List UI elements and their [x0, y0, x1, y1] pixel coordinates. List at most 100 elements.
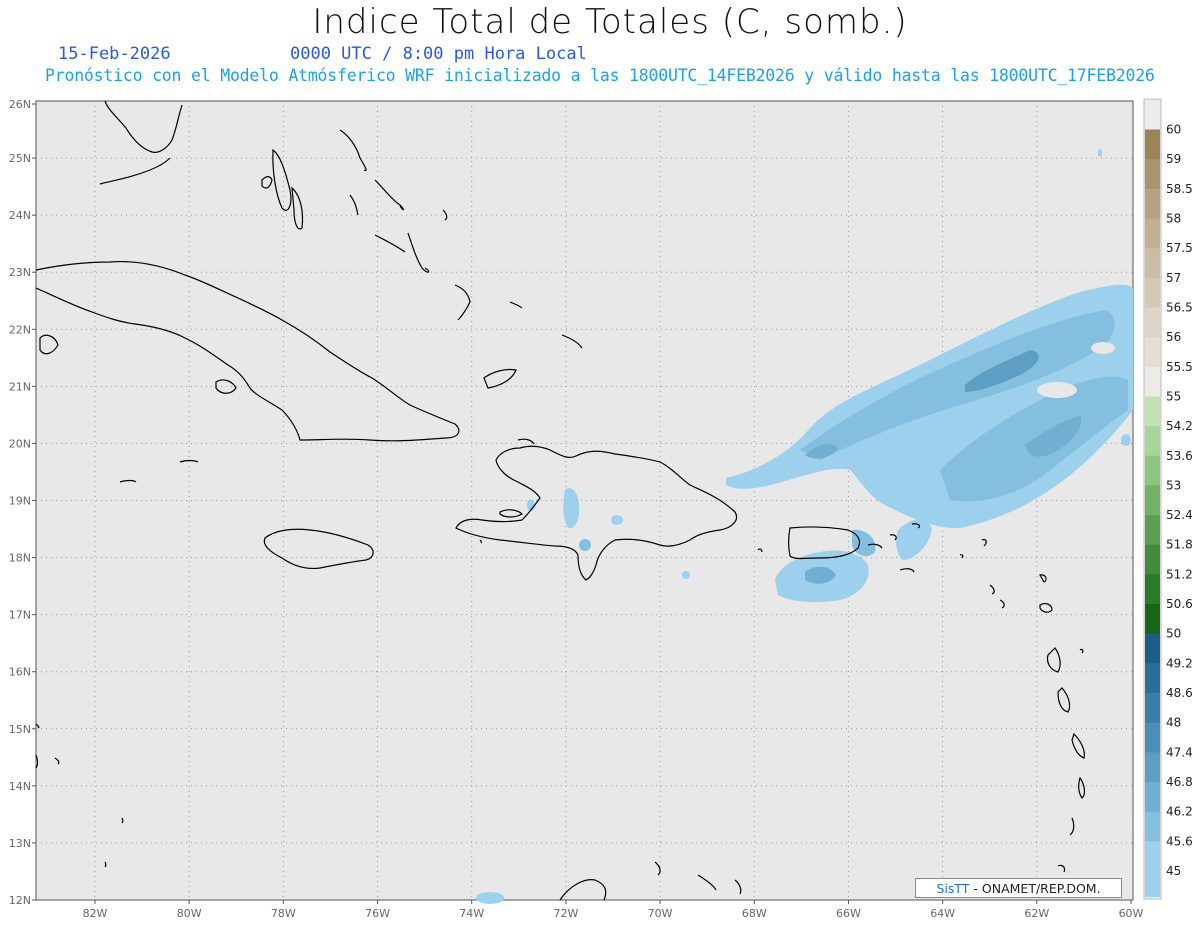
graticule	[36, 101, 1133, 900]
index-east-spot	[1098, 149, 1102, 157]
coast-bonaire	[734, 879, 742, 895]
colorbar-label-51.8: 51.8	[1166, 538, 1193, 552]
index-hispaniola-3	[611, 515, 623, 525]
colorbar-swatch	[1145, 248, 1160, 279]
coast-caicos	[509, 301, 523, 309]
coast-grenadines	[1069, 817, 1075, 836]
forecast-description: Pronóstico con el Modelo Atmósferico WRF…	[45, 66, 1155, 85]
lat-label-23N: 23N	[9, 266, 31, 279]
index-core-1	[965, 350, 1039, 392]
colorbar-label-49.2: 49.2	[1166, 656, 1193, 670]
valid-time: 0000 UTC / 8:00 pm Hora Local	[290, 44, 587, 64]
coast-grand-bahama	[261, 176, 273, 189]
colorbar-label-53.6: 53.6	[1166, 449, 1193, 463]
lat-label-16N: 16N	[9, 666, 31, 679]
colorbar-swatch	[1145, 811, 1160, 842]
coast-western-tip	[39, 334, 59, 355]
lat-label-22N: 22N	[9, 323, 31, 336]
coast-florida-keys	[99, 157, 171, 185]
index-hispaniola-4	[682, 571, 690, 579]
index-south-caribbean	[476, 892, 504, 904]
colorbar-swatch	[1145, 366, 1160, 397]
page-title: Indice Total de Totales (C, somb.)	[312, 2, 908, 42]
colorbar: 60 59 58.5 58 57.5 57 56.5 56 55.5 55 54.2 53.6 53 52…	[1145, 123, 1193, 897]
sistt-logo: SisTT	[936, 880, 970, 896]
lon-label-72W: 72W	[553, 907, 578, 920]
coast-exuma	[349, 194, 359, 216]
lon-label-74W: 74W	[459, 907, 484, 920]
colorbar-label-46.2: 46.2	[1166, 805, 1193, 819]
coast-andros	[272, 148, 292, 211]
plume-gap-2	[1091, 342, 1115, 354]
coast-martinique	[1057, 687, 1071, 713]
coast-navassa	[479, 539, 483, 544]
coast-cayman-2	[119, 479, 137, 483]
colorbar-swatch	[1145, 455, 1160, 486]
colorbar-label-57: 57	[1166, 271, 1181, 285]
coast-tortuga	[517, 438, 535, 445]
coast-aruba	[654, 861, 661, 876]
colorbar-swatch	[1145, 693, 1160, 724]
coast-florida	[104, 100, 183, 153]
coast-puerto-rico	[787, 526, 861, 560]
coast-small-sw-2	[104, 861, 107, 868]
coast-st-kitts	[989, 584, 995, 595]
coast-abaco	[339, 129, 367, 172]
lon-label-66W: 66W	[836, 907, 861, 920]
lat-label-25N: 25N	[9, 152, 31, 165]
coast-long-island	[374, 234, 406, 253]
coast-anguilla	[981, 538, 987, 547]
colorbar-swatch	[1145, 515, 1160, 546]
coast-montserrat	[999, 599, 1005, 609]
lat-label-24N: 24N	[9, 209, 31, 222]
colorbar-label-55.5: 55.5	[1166, 360, 1193, 374]
lon-label-68W: 68W	[742, 907, 767, 920]
coast-antigua	[1039, 574, 1047, 583]
index-hispaniola-1	[563, 488, 580, 529]
colorbar-swatch	[1145, 633, 1160, 664]
lon-label-70W: 70W	[648, 907, 673, 920]
colorbar-label-59: 59	[1166, 152, 1181, 166]
colorbar-swatch	[1145, 159, 1160, 190]
coast-vieques	[867, 543, 883, 549]
coast-bahamas-small	[442, 209, 448, 221]
colorbar-swatch	[1145, 277, 1160, 308]
colorbar-swatch	[1145, 752, 1160, 783]
coast-grenada	[1057, 864, 1066, 873]
colorbar-swatch	[1145, 722, 1160, 753]
colorbar-label-56.5: 56.5	[1166, 300, 1193, 314]
lon-label-80W: 80W	[177, 907, 202, 920]
shaded-index-areas	[476, 149, 1133, 904]
coast-small-w	[54, 757, 60, 765]
coast-curacao	[697, 874, 717, 891]
coast-guadeloupe	[1039, 603, 1053, 613]
colorbar-swatch	[1145, 663, 1160, 694]
colorbar-swatch	[1145, 307, 1160, 338]
colorbar-label-58: 58	[1166, 211, 1181, 225]
colorbar-label-53: 53	[1166, 478, 1181, 492]
colorbar-label-51.2: 51.2	[1166, 567, 1193, 581]
colorbar-label-48: 48	[1166, 716, 1181, 730]
coast-vi-2	[911, 523, 921, 529]
credit-box: SisTT - ONAMET/REP.DOM.	[915, 878, 1122, 898]
index-pr-core	[805, 566, 836, 584]
coast-isle-of-youth	[215, 379, 237, 394]
coast-inagua	[483, 368, 517, 389]
coast-st-vincent	[1078, 776, 1086, 799]
coast-st-lucia	[1071, 732, 1085, 759]
colorbar-label-50.6: 50.6	[1166, 597, 1193, 611]
coastlines	[35, 100, 1086, 901]
coast-south-america	[559, 879, 607, 901]
colorbar-swatch	[1145, 188, 1160, 219]
colorbar-swatch	[1145, 574, 1160, 605]
index-hispaniola-2	[579, 539, 591, 551]
latitude-labels: 26N 25N 24N 23N 22N 21N 20N 19N 18N 17N 16N 15N 14N 1…	[9, 98, 36, 907]
lat-label-21N: 21N	[9, 380, 31, 393]
colorbar-swatch	[1145, 544, 1160, 575]
coast-saba	[959, 554, 964, 559]
colorbar-swatch	[1145, 129, 1160, 160]
coast-vi-1	[889, 534, 897, 541]
lat-label-13N: 13N	[9, 837, 31, 850]
colorbar-swatch	[1145, 782, 1160, 813]
index-core-2	[1025, 415, 1082, 457]
